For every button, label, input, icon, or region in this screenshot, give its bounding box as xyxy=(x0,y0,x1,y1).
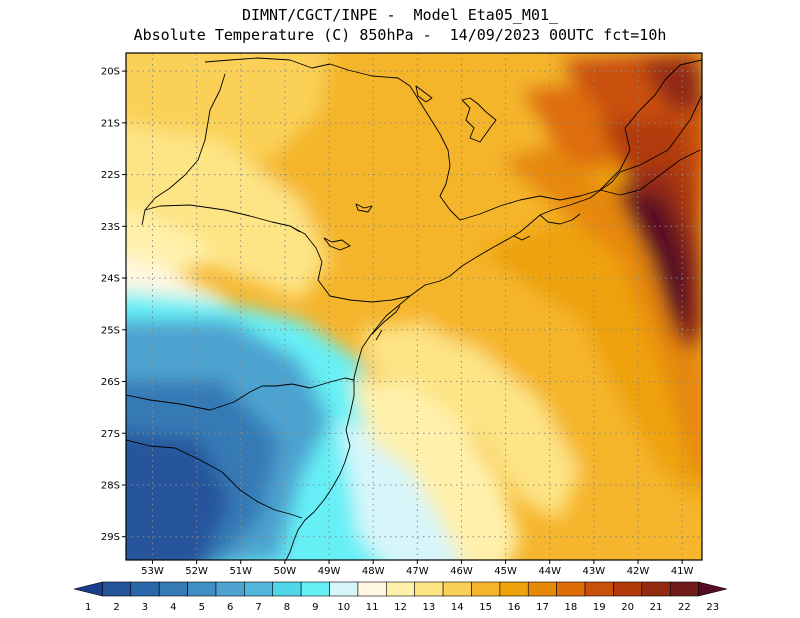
colorbar-swatch-4 xyxy=(158,581,188,597)
lon-label: 51W xyxy=(229,566,252,577)
colorbar-swatch-17 xyxy=(527,581,557,597)
colorbar-swatch-15 xyxy=(471,581,501,597)
colorbar-label: 17 xyxy=(536,602,549,613)
grid-lines xyxy=(126,53,702,560)
colorbar-swatch-20 xyxy=(613,581,643,597)
colorbar-swatch-9 xyxy=(300,581,330,597)
colorbar-label: 23 xyxy=(706,602,719,613)
colorbar-swatch-11 xyxy=(357,581,387,597)
lon-label: 49W xyxy=(318,566,341,577)
colorbar xyxy=(73,581,728,597)
state-border-sc-rs xyxy=(126,439,303,519)
paranagua-bay xyxy=(371,305,401,341)
colorbar-swatch-6 xyxy=(215,581,245,597)
colorbar-label: 15 xyxy=(479,602,492,613)
colorbar-label: 14 xyxy=(451,602,464,613)
lat-label: 22S xyxy=(101,170,120,181)
lon-label: 43W xyxy=(583,566,606,577)
reservoir-2 xyxy=(415,85,433,103)
latitude-labels: 20S 21S 22S 23S 24S 25S 26S 27S 28S 29S xyxy=(101,67,126,543)
mg-rj-es-border xyxy=(599,149,701,196)
lon-label: 45W xyxy=(494,566,517,577)
colorbar-label: 7 xyxy=(255,602,261,613)
lon-label: 52W xyxy=(185,566,208,577)
temperature-field xyxy=(126,53,702,560)
colorbar-swatch-14 xyxy=(442,581,472,597)
colorbar-swatch-23 xyxy=(698,581,728,597)
reservoir-3 xyxy=(323,237,351,251)
ilha-grande-bay-coast xyxy=(513,213,581,241)
colorbar-label: 16 xyxy=(508,602,521,613)
state-border-sp-pr xyxy=(144,73,411,303)
lon-label: 53W xyxy=(141,566,164,577)
colorbar-label: 5 xyxy=(199,602,205,613)
longitude-labels: 53W 52W 51W 50W 49W 48W 47W 46W 45W 44W 43W 42W 41W xyxy=(141,560,694,577)
title-line-1: DIMNT/CGCT/INPE - Model Eta05_M01_ xyxy=(241,6,559,24)
state-border-mg-sp xyxy=(204,57,702,221)
colorbar-swatch-5 xyxy=(187,581,217,597)
lat-label: 21S xyxy=(101,118,120,129)
colorbar-swatch-12 xyxy=(386,581,415,597)
colorbar-label: 21 xyxy=(650,602,663,613)
lon-label: 47W xyxy=(406,566,429,577)
colorbar-label: 11 xyxy=(366,602,379,613)
colorbar-label: 1 xyxy=(85,602,91,613)
lon-label: 44W xyxy=(538,566,561,577)
lat-label: 20S xyxy=(101,67,120,78)
colorbar-swatch-18 xyxy=(556,581,586,597)
colorbar-swatch-1 xyxy=(73,581,103,597)
colorbar-label: 12 xyxy=(394,602,407,613)
colorbar-label: 2 xyxy=(113,602,119,613)
lat-label: 26S xyxy=(101,377,120,388)
lat-label: 29S xyxy=(101,532,120,543)
coastline xyxy=(285,94,702,560)
reservoir-1 xyxy=(461,97,497,143)
lat-label: 23S xyxy=(101,222,120,233)
lon-label: 42W xyxy=(627,566,650,577)
colorbar-label: 22 xyxy=(678,602,691,613)
border-ms-pr xyxy=(141,209,301,233)
title-line-2: Absolute Temperature (C) 850hPa - 14/09/… xyxy=(133,26,667,44)
lat-label: 25S xyxy=(101,325,120,336)
state-border-pr-sc xyxy=(126,377,355,411)
colorbar-label: 9 xyxy=(312,602,318,613)
colorbar-swatch-21 xyxy=(641,581,671,597)
colorbar-swatch-7 xyxy=(244,581,274,597)
colorbar-label: 18 xyxy=(564,602,577,613)
colorbar-label: 8 xyxy=(284,602,290,613)
colorbar-labels: 1 2 3 4 5 6 7 8 9 10 11 12 13 14 15 16 17 18 19 20 21 22 23 xyxy=(85,602,719,613)
lon-label: 41W xyxy=(671,566,694,577)
colorbar-label: 13 xyxy=(423,602,436,613)
map-frame xyxy=(125,52,703,561)
colorbar-label: 19 xyxy=(593,602,606,613)
colorbar-label: 6 xyxy=(227,602,233,613)
colorbar-swatch-16 xyxy=(499,581,529,597)
lat-label: 28S xyxy=(101,480,120,491)
lon-label: 46W xyxy=(450,566,473,577)
reservoir-4 xyxy=(355,203,373,213)
colorbar-swatch-13 xyxy=(414,581,444,597)
colorbar-swatch-8 xyxy=(272,581,302,597)
lat-label: 24S xyxy=(101,274,120,285)
colorbar-swatch-22 xyxy=(669,581,699,597)
colorbar-label: 4 xyxy=(170,602,176,613)
colorbar-label: 20 xyxy=(621,602,634,613)
colorbar-swatch-2 xyxy=(102,581,132,597)
colorbar-swatch-3 xyxy=(130,581,160,597)
colorbar-label: 3 xyxy=(142,602,148,613)
colorbar-label: 10 xyxy=(337,602,350,613)
lat-label: 27S xyxy=(101,429,120,440)
lon-label: 48W xyxy=(362,566,385,577)
coastline-and-borders xyxy=(126,57,702,560)
colorbar-swatch-10 xyxy=(329,581,359,597)
colorbar-swatch-19 xyxy=(584,581,614,597)
lon-label: 50W xyxy=(274,566,297,577)
